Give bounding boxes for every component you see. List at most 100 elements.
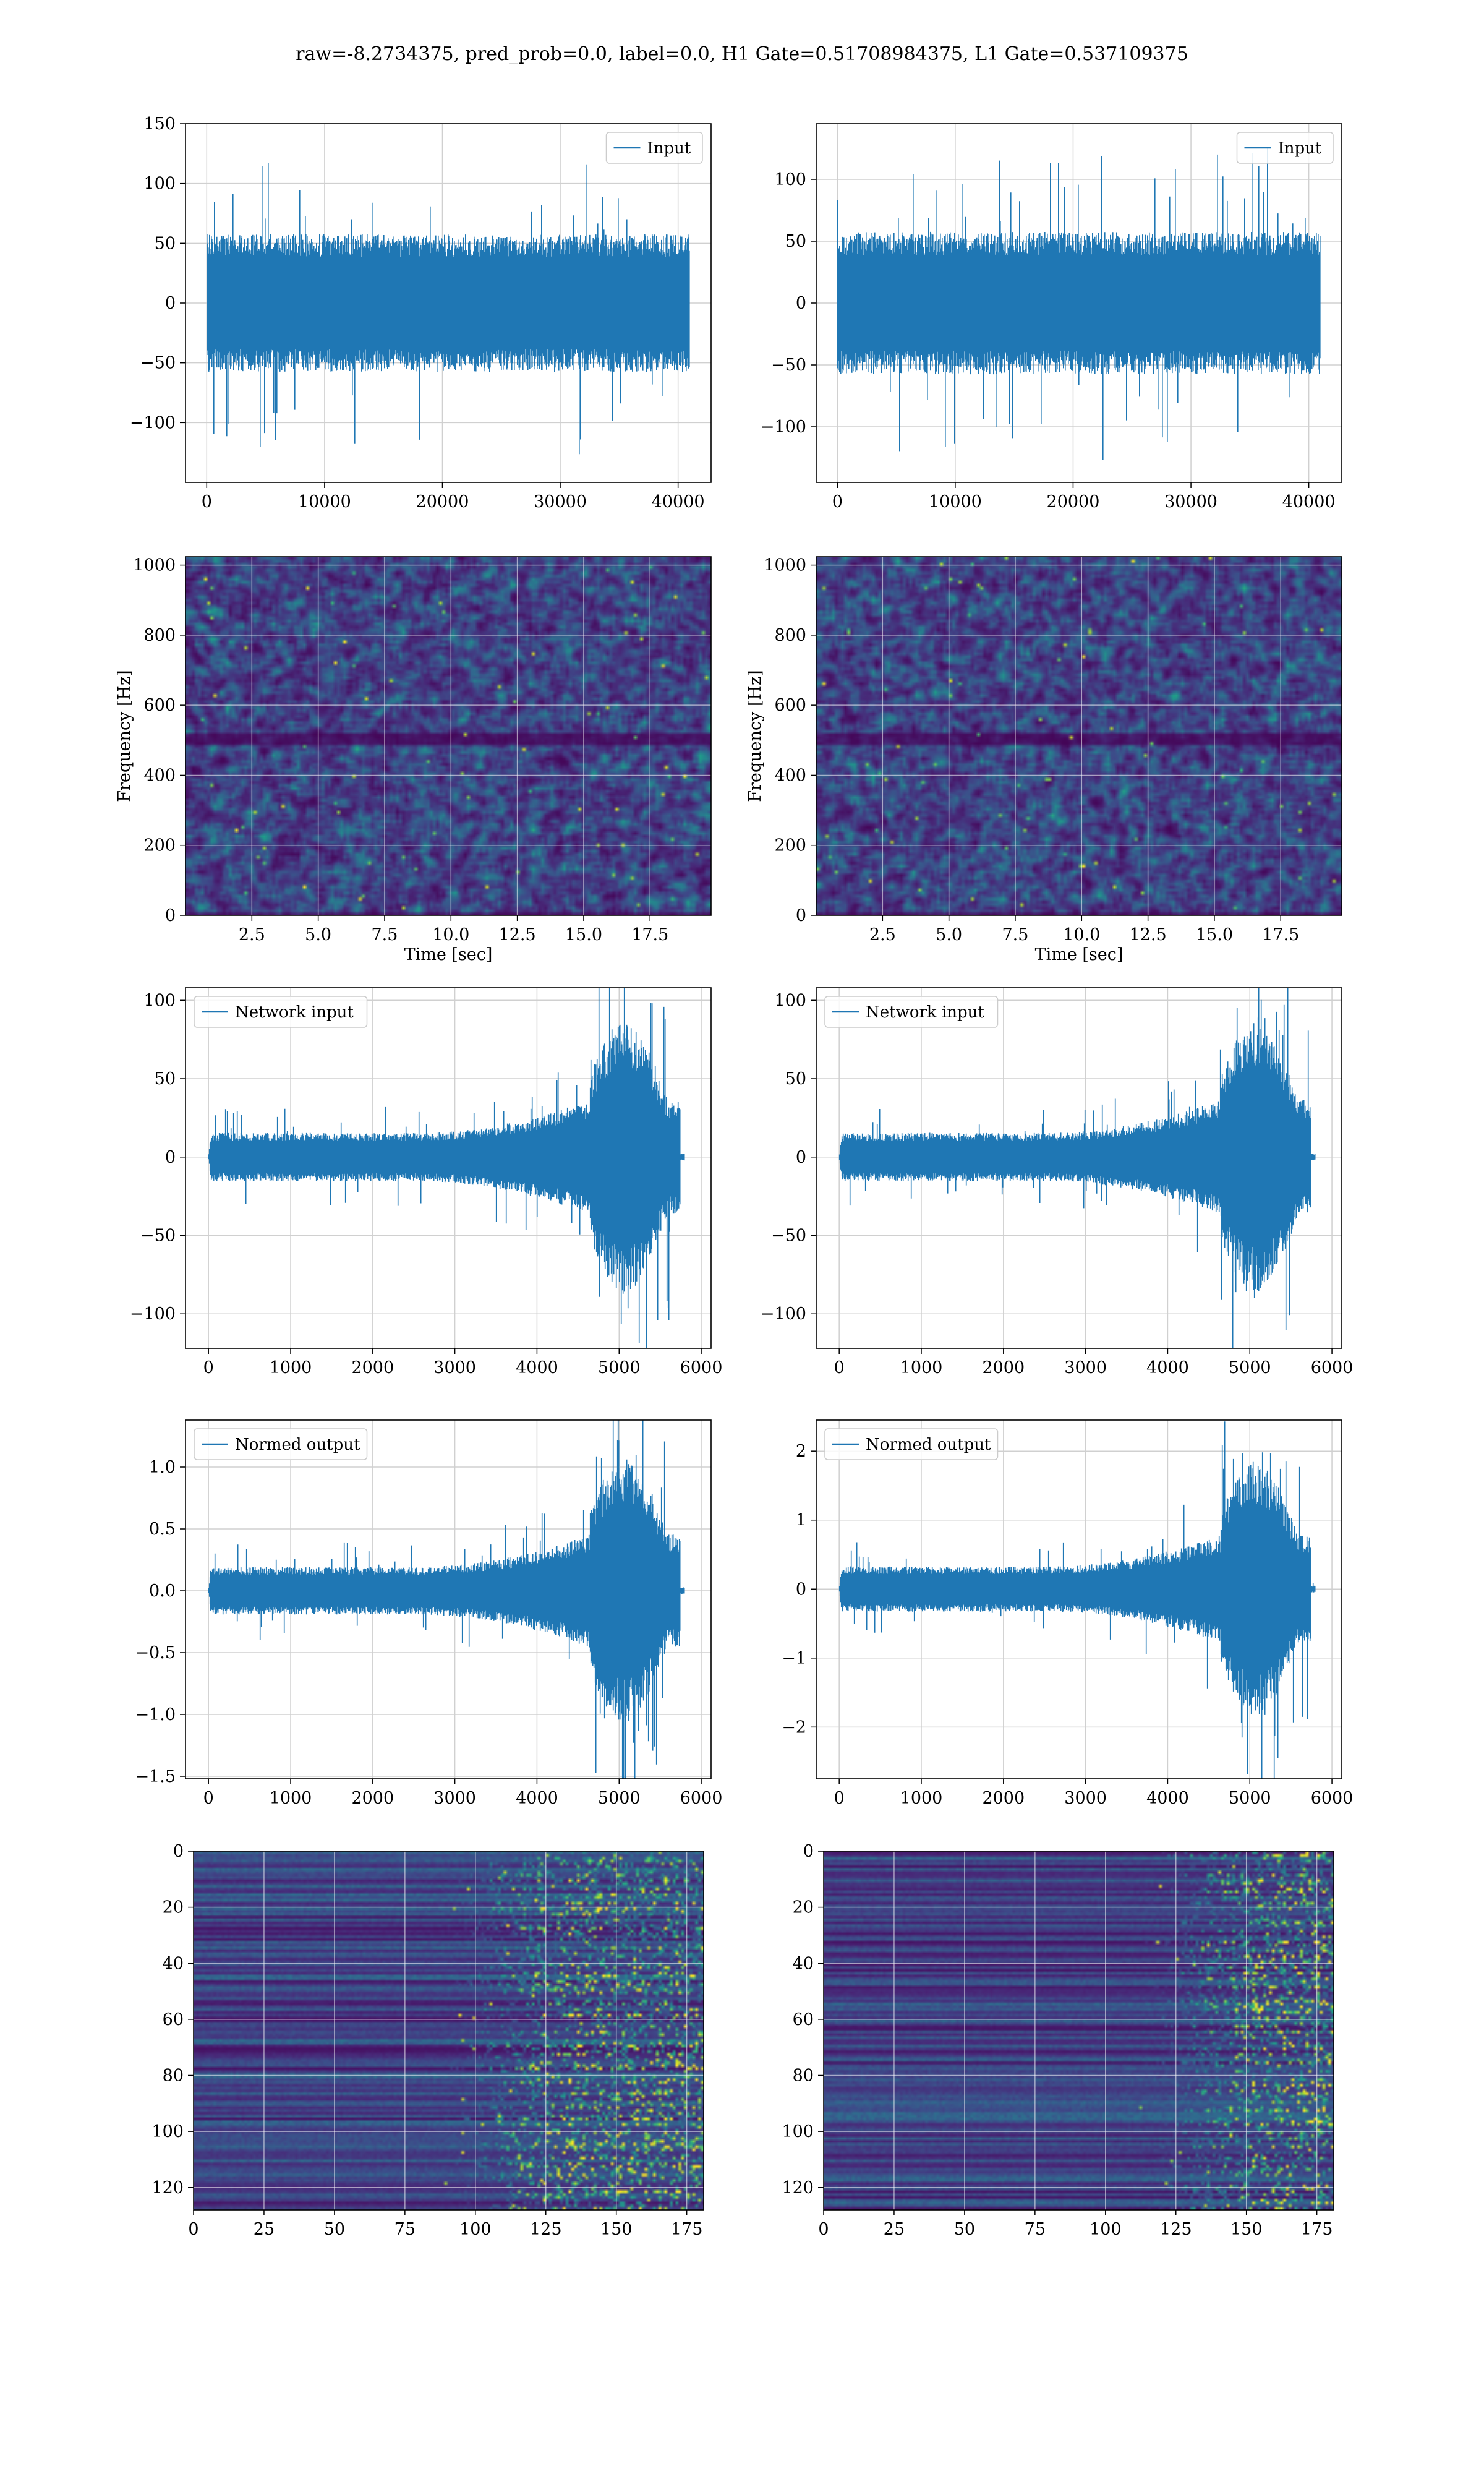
y-tick-label: 200 — [143, 836, 176, 855]
y-tick-label: −100 — [130, 1304, 176, 1324]
x-tick-label: 15.0 — [565, 925, 602, 944]
chart-network-input-l1: 0 1000 2000 3000 4000 5000 6000 −100 −50 0 50 100 Ne… — [761, 987, 1353, 1377]
y-tick-label: 100 — [782, 2122, 814, 2141]
x-tick-label: 5000 — [1229, 1358, 1271, 1377]
y-tick-label: 40 — [793, 1954, 814, 1973]
y-tick-label: 20 — [163, 1898, 184, 1917]
y-tick-label: 0.0 — [149, 1582, 176, 1601]
axes-frame — [185, 987, 712, 1349]
y-tick-label: 0 — [165, 1148, 176, 1167]
chart-normed-output-h1: 0 1000 2000 3000 4000 5000 6000 −1.5 −1.0 −0.5 0.0… — [135, 1419, 722, 1808]
x-tick-label: 40000 — [652, 492, 705, 511]
x-tick-label: 15.0 — [1196, 925, 1233, 944]
legend-box — [605, 132, 703, 164]
x-tick-label: 75 — [394, 2220, 416, 2239]
x-tick-label: 100 — [1090, 2220, 1122, 2239]
y-tick-label: 600 — [774, 696, 806, 715]
y-tick-label: 20 — [793, 1898, 814, 1917]
y-tick-label: 0 — [803, 1842, 814, 1861]
legend-label: Network input — [866, 1003, 984, 1022]
x-tick-label: 150 — [1230, 2220, 1263, 2239]
y-tick-label: 1000 — [133, 556, 176, 575]
series-line — [837, 148, 1321, 460]
x-tick-label: 2.5 — [239, 925, 265, 944]
y-tick-label: 120 — [151, 2178, 184, 2198]
legend-box — [1236, 132, 1334, 164]
y-tick-label: 50 — [785, 232, 806, 251]
x-tick-label: 5.0 — [305, 925, 331, 944]
chart-network-input-h1: 0 1000 2000 3000 4000 5000 6000 −100 −50 0 50 100 Ne… — [130, 987, 722, 1377]
legend: Network input — [194, 996, 368, 1028]
x-tick-label: 30000 — [1164, 492, 1217, 511]
x-tick-label: 2.5 — [869, 925, 896, 944]
x-tick-label: 17.5 — [1262, 925, 1299, 944]
x-tick-label: 0 — [832, 492, 843, 511]
x-tick-label: 50 — [324, 2220, 345, 2239]
y-tick-label: −100 — [761, 417, 806, 437]
x-tick-label: 4000 — [1146, 1358, 1189, 1377]
y-tick-label: 0 — [173, 1842, 184, 1861]
x-tick-label: 25 — [884, 2220, 905, 2239]
x-tick-label: 6000 — [1311, 1789, 1354, 1808]
x-tick-label: 25 — [254, 2220, 275, 2239]
y-tick-label: 50 — [155, 1069, 176, 1089]
y-tick-label: 0 — [165, 906, 176, 925]
y-tick-label: 100 — [151, 2122, 184, 2141]
x-tick-label: 3000 — [1064, 1358, 1107, 1377]
x-tick-label: 7.5 — [1002, 925, 1028, 944]
y-tick-label: 600 — [143, 696, 176, 715]
y-axis-label: Frequency [Hz] — [746, 670, 765, 802]
x-tick-label: 175 — [1301, 2220, 1333, 2239]
x-tick-label: 20000 — [1047, 492, 1100, 511]
x-tick-label: 20000 — [416, 492, 469, 511]
legend-box — [824, 996, 999, 1028]
x-tick-label: 5000 — [1229, 1789, 1271, 1808]
x-tick-label: 125 — [530, 2220, 562, 2239]
legend: Normed output — [194, 1428, 368, 1460]
y-tick-label: 100 — [774, 170, 806, 189]
axes-frame — [816, 556, 1342, 916]
x-tick-label: 10000 — [929, 492, 982, 511]
y-tick-label: −1.0 — [135, 1705, 176, 1724]
series-line — [207, 163, 690, 455]
x-tick-label: 100 — [459, 2220, 492, 2239]
y-tick-label: 2 — [796, 1442, 806, 1461]
x-tick-label: 10000 — [298, 492, 351, 511]
y-tick-label: 150 — [143, 114, 176, 134]
y-tick-label: 0 — [796, 1148, 806, 1167]
y-tick-label: 200 — [774, 836, 806, 855]
chart-feature-map-h1: 0 25 50 75 100 125 150 175 0 20 40 60 80 100 120 — [151, 1842, 704, 2239]
x-tick-label: 30000 — [534, 492, 587, 511]
x-tick-label: 0 — [203, 1789, 214, 1808]
y-tick-label: 0 — [796, 906, 806, 925]
legend: Normed output — [824, 1428, 999, 1460]
y-tick-label: −100 — [761, 1304, 806, 1324]
x-tick-label: 1000 — [270, 1789, 312, 1808]
legend-label: Normed output — [235, 1436, 360, 1454]
x-tick-label: 1000 — [900, 1358, 943, 1377]
x-axis-label: Time [sec] — [1035, 945, 1124, 964]
chart-input-h1: 0 10000 20000 30000 40000 −100 −50 0 50 100 150 Inp… — [130, 114, 712, 511]
heatmap-image — [186, 557, 711, 915]
y-tick-label: −50 — [771, 1226, 806, 1245]
x-tick-label: 10.0 — [1063, 925, 1100, 944]
x-tick-label: 5.0 — [936, 925, 962, 944]
legend-box — [824, 1428, 999, 1460]
y-tick-label: −2 — [782, 1718, 806, 1737]
heatmap-image — [824, 1851, 1334, 2210]
x-tick-label: 50 — [954, 2220, 975, 2239]
x-tick-label: 12.5 — [1130, 925, 1167, 944]
x-tick-label: 3000 — [433, 1789, 476, 1808]
y-tick-label: 50 — [785, 1069, 806, 1089]
series-line — [838, 988, 1316, 1348]
series-line — [208, 988, 685, 1348]
legend-label: Network input — [235, 1003, 354, 1022]
x-tick-label: 5000 — [598, 1358, 641, 1377]
x-tick-label: 0 — [202, 492, 212, 511]
y-tick-label: 40 — [163, 1954, 184, 1973]
x-tick-label: 12.5 — [499, 925, 536, 944]
x-tick-label: 0 — [203, 1358, 214, 1377]
x-tick-label: 2000 — [351, 1358, 394, 1377]
x-tick-label: 1000 — [900, 1789, 943, 1808]
